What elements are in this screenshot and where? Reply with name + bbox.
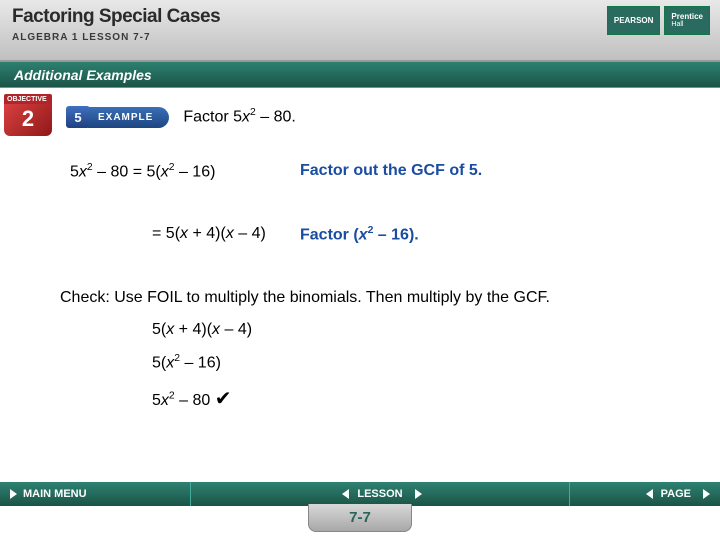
check-steps: 5(x + 4)(x – 4) 5(x2 – 16) 5x2 – 80 ✔ — [152, 321, 680, 411]
triangle-right-icon — [415, 489, 422, 499]
check-line-2: 5(x2 – 16) — [152, 353, 680, 372]
triangle-right-icon — [703, 489, 710, 499]
worked-solution: 5x2 – 80 = 5(x2 – 16) Factor out the GCF… — [70, 162, 680, 245]
prentice-hall-logo: Prentice Hall — [664, 6, 710, 35]
section-title: Additional Examples — [14, 67, 152, 83]
triangle-right-icon — [10, 489, 17, 499]
checkmark-icon: ✔ — [215, 388, 232, 410]
check-line-3: 5x2 – 80 ✔ — [152, 386, 680, 411]
lesson-tab-wrap: 7-7 — [0, 504, 720, 532]
step-1-expression: 5x2 – 80 = 5(x2 – 16) — [70, 162, 300, 181]
nav-bar: MAIN MENU LESSON PAGE — [0, 482, 720, 506]
objective-number: 2 — [4, 104, 52, 136]
step-2: = 5(x + 4)(x – 4) Factor (x2 – 16). — [152, 225, 680, 244]
page-title: Factoring Special Cases — [12, 6, 708, 28]
step-2-expression: = 5(x + 4)(x – 4) — [152, 225, 300, 244]
step-1: 5x2 – 80 = 5(x2 – 16) Factor out the GCF… — [70, 162, 680, 181]
lesson-tab: 7-7 — [308, 504, 412, 532]
triangle-left-icon — [646, 489, 653, 499]
section-bar: Additional Examples — [0, 62, 720, 88]
triangle-left-icon — [342, 489, 349, 499]
step-1-hint: Factor out the GCF of 5. — [300, 162, 482, 181]
content: OBJECTIVE 2 5 EXAMPLE Factor 5x2 – 80. 5… — [0, 88, 720, 411]
objective-badge: OBJECTIVE 2 — [4, 94, 52, 136]
example-prompt: Factor 5x2 – 80. — [183, 107, 296, 126]
lesson-nav[interactable]: LESSON — [190, 482, 570, 506]
example-number: 5 — [66, 106, 90, 128]
example-header: 5 EXAMPLE Factor 5x2 – 80. — [66, 106, 680, 128]
objective-label: OBJECTIVE — [4, 94, 52, 104]
main-menu-button[interactable]: MAIN MENU — [0, 482, 190, 506]
page-subtitle: ALGEBRA 1 LESSON 7-7 — [12, 32, 708, 43]
check-instruction: Check: Use FOIL to multiply the binomial… — [60, 289, 680, 307]
header: Factoring Special Cases ALGEBRA 1 LESSON… — [0, 0, 720, 62]
publisher-badge: PEARSON Prentice Hall — [607, 6, 710, 35]
footer: MAIN MENU LESSON PAGE 7-7 — [0, 482, 720, 540]
page-nav[interactable]: PAGE — [570, 482, 720, 506]
step-2-hint: Factor (x2 – 16). — [300, 225, 419, 244]
pearson-logo: PEARSON — [607, 6, 661, 35]
check-line-1: 5(x + 4)(x – 4) — [152, 321, 680, 339]
example-label: EXAMPLE — [88, 107, 169, 128]
